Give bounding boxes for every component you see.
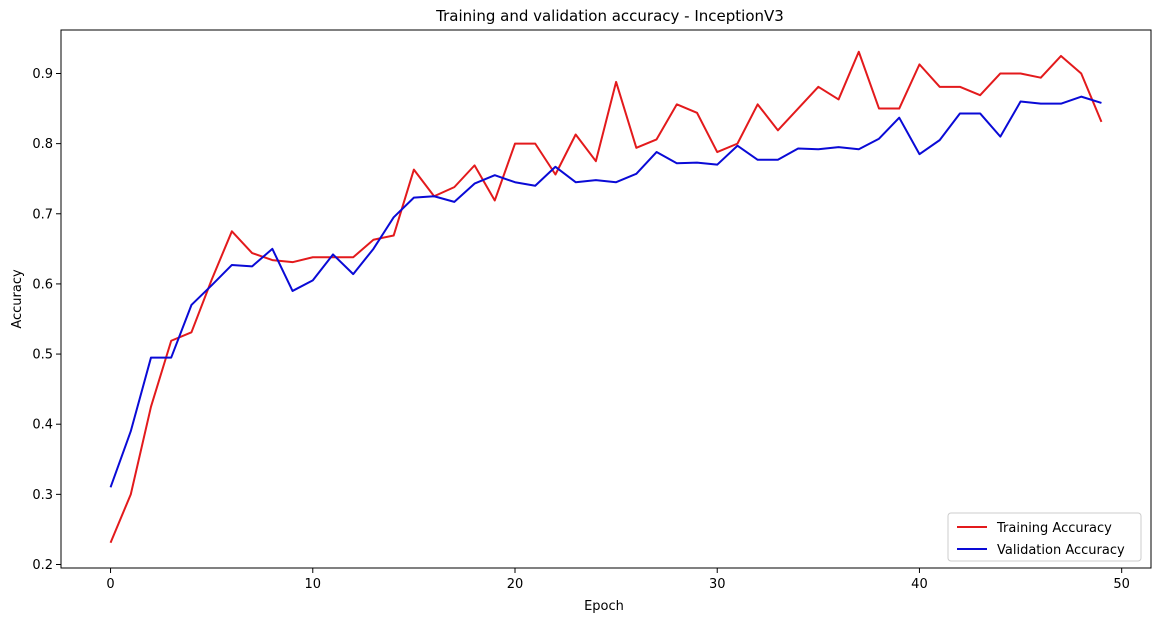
- x-tick-label: 40: [911, 577, 928, 592]
- y-axis: 0.2 0.3 0.4 0.5 0.6 0.7 0.8 0.9: [32, 67, 61, 573]
- x-tick-label: 30: [709, 577, 726, 592]
- plot-frame: [60, 29, 1152, 569]
- legend-label-training: Training Accuracy: [996, 521, 1112, 536]
- x-tick-label: 20: [507, 577, 524, 592]
- x-tick-label: 10: [304, 577, 321, 592]
- series-validation-accuracy: [109, 95, 1102, 488]
- x-axis: 0 10 20 30 40 50: [106, 568, 1130, 592]
- chart-title: Training and validation accuracy - Incep…: [435, 7, 784, 25]
- y-tick-label: 0.7: [32, 207, 53, 222]
- plot-area: [60, 29, 1152, 569]
- x-tick-label: 50: [1113, 577, 1130, 592]
- y-tick-label: 0.5: [32, 348, 53, 363]
- legend-label-validation: Validation Accuracy: [997, 543, 1125, 558]
- series-training-accuracy: [109, 50, 1103, 544]
- y-tick-label: 0.6: [32, 277, 53, 292]
- legend-box: [947, 512, 1142, 562]
- y-tick-label: 0.8: [32, 137, 53, 152]
- series-line-validation-accuracy: [109, 95, 1102, 488]
- series-line-training-accuracy: [109, 50, 1103, 544]
- y-axis-title: Accuracy: [10, 269, 25, 329]
- y-tick-label: 0.3: [32, 488, 53, 503]
- x-tick-label: 0: [106, 577, 114, 592]
- y-tick-label: 0.4: [32, 418, 53, 433]
- y-tick-label: 0.9: [32, 67, 53, 82]
- series-layer: [109, 50, 1103, 544]
- legend: Training Accuracy Validation Accuracy: [947, 512, 1142, 562]
- x-axis-title: Epoch: [584, 599, 624, 614]
- y-tick-label: 0.2: [32, 558, 53, 573]
